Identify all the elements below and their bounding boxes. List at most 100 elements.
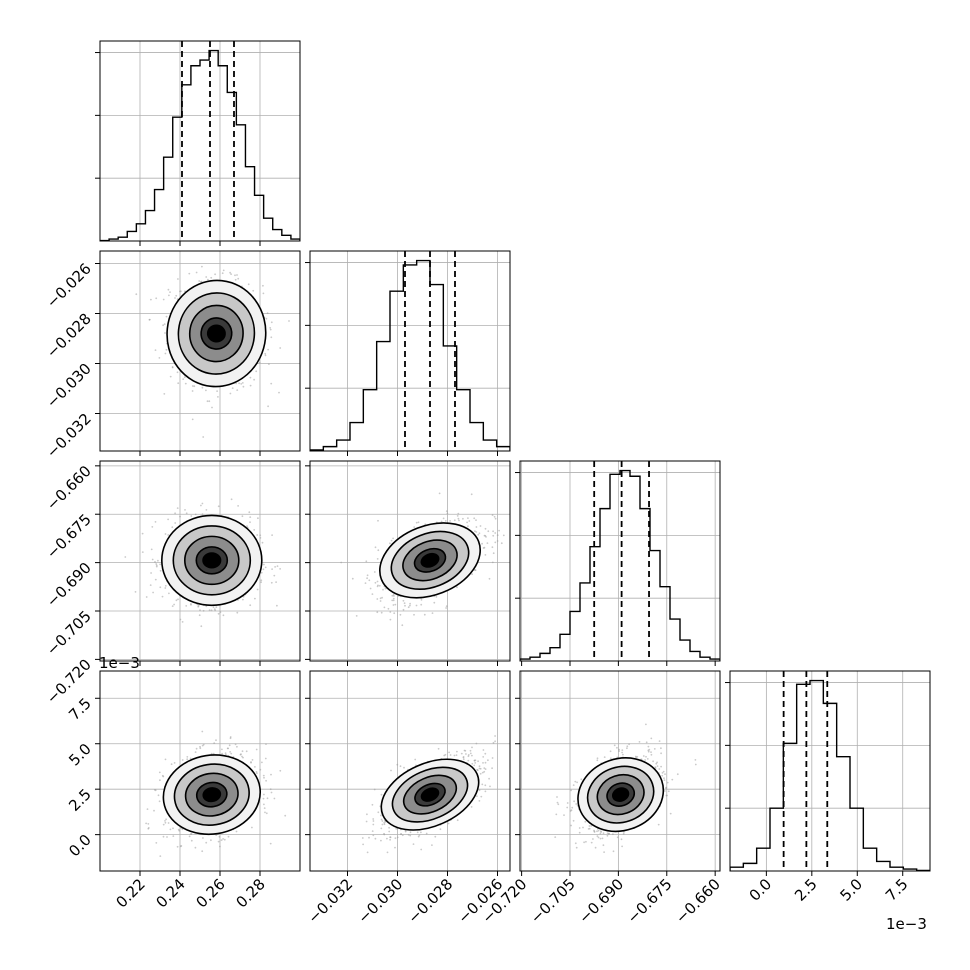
scatter-point bbox=[456, 819, 459, 822]
scatter-point bbox=[188, 835, 191, 838]
scatter-point bbox=[253, 529, 256, 531]
scatter-point bbox=[372, 818, 375, 820]
scatter-point bbox=[380, 818, 383, 821]
scatter-point bbox=[453, 519, 456, 522]
scatter-point bbox=[415, 521, 418, 524]
scatter-point bbox=[189, 757, 192, 760]
scatter-point bbox=[151, 558, 154, 561]
scatter-point bbox=[193, 385, 196, 388]
scatter-point bbox=[378, 584, 381, 587]
scatter-content bbox=[340, 492, 505, 627]
scatter-point bbox=[447, 822, 450, 825]
density-contour bbox=[206, 324, 226, 343]
hist-panel-2 bbox=[515, 460, 721, 666]
scatter-point bbox=[279, 568, 281, 570]
scatter-point bbox=[210, 276, 213, 279]
scatter-point bbox=[372, 823, 375, 826]
scatter-point bbox=[265, 779, 267, 782]
scatter-point bbox=[168, 592, 170, 595]
scatter-point bbox=[382, 588, 384, 591]
scatter-point bbox=[401, 624, 404, 627]
scatter-point bbox=[481, 771, 484, 774]
scatter-point bbox=[236, 611, 239, 614]
scatter-point bbox=[234, 278, 237, 281]
scatter-point bbox=[620, 838, 623, 841]
scatter-content bbox=[135, 265, 290, 438]
scatter-point bbox=[392, 537, 394, 540]
scatter-content bbox=[145, 730, 287, 857]
scatter-point bbox=[176, 845, 179, 848]
scatter-point bbox=[469, 752, 472, 755]
scatter-point bbox=[276, 604, 278, 607]
scatter-point bbox=[231, 387, 234, 389]
scatter-point bbox=[212, 752, 215, 755]
scatter-point bbox=[167, 518, 170, 521]
scatter-point bbox=[484, 784, 487, 787]
scatter-point bbox=[409, 602, 411, 605]
scatter-point bbox=[473, 517, 476, 520]
scatter-point bbox=[487, 759, 489, 762]
scatter-point bbox=[194, 513, 197, 516]
scatter-point bbox=[201, 513, 204, 515]
scatter-point bbox=[390, 539, 393, 542]
scatter-point bbox=[164, 758, 167, 761]
scatter-point bbox=[229, 392, 232, 395]
scatter-point bbox=[351, 577, 354, 580]
scatter-point bbox=[500, 542, 503, 545]
scatter-point bbox=[475, 742, 478, 745]
scatter-point bbox=[190, 515, 193, 517]
scatter-point bbox=[273, 574, 276, 577]
scatter-point bbox=[471, 754, 473, 757]
scatter-point bbox=[271, 568, 273, 570]
scatter-point bbox=[483, 546, 486, 549]
scatter-point bbox=[151, 526, 154, 528]
scatter-point bbox=[453, 754, 456, 757]
scatter-point bbox=[603, 851, 605, 853]
scatter-point bbox=[202, 837, 204, 839]
scatter-point bbox=[266, 312, 269, 315]
scatter-point bbox=[177, 598, 179, 601]
histogram-bars bbox=[100, 49, 300, 241]
scatter-point bbox=[208, 609, 211, 612]
scatter-point bbox=[269, 328, 272, 331]
scatter-point bbox=[435, 596, 438, 598]
scatter-point bbox=[155, 563, 158, 565]
scatter-point bbox=[655, 762, 658, 765]
scatter-point bbox=[234, 743, 237, 746]
scatter-point bbox=[413, 613, 415, 616]
scatter-point bbox=[274, 566, 276, 568]
scatter-point bbox=[366, 574, 369, 577]
scatter-point bbox=[217, 612, 220, 615]
scatter-point bbox=[599, 837, 602, 840]
scatter-point bbox=[492, 552, 495, 555]
scatter-point bbox=[262, 284, 264, 287]
scatter-point bbox=[171, 605, 174, 607]
scatter-point bbox=[478, 767, 481, 770]
scatter-point bbox=[460, 752, 463, 755]
scatter-point bbox=[455, 754, 458, 756]
scatter-point bbox=[254, 597, 256, 600]
scatter-point bbox=[260, 581, 262, 584]
scatter-point bbox=[256, 588, 259, 591]
scatter-point bbox=[201, 265, 203, 268]
scatter-point bbox=[256, 534, 259, 536]
scatter-point bbox=[592, 838, 594, 840]
density-contour bbox=[202, 552, 222, 569]
histogram-bars bbox=[520, 469, 720, 661]
scatter-point bbox=[563, 814, 565, 816]
scatter-point bbox=[484, 752, 487, 755]
scatter-point bbox=[249, 604, 252, 607]
scatter-point bbox=[249, 376, 252, 379]
scatter-point bbox=[162, 324, 165, 327]
scatter-point bbox=[493, 515, 496, 518]
scatter-point bbox=[487, 530, 490, 533]
scatter-point bbox=[158, 771, 161, 774]
scatter-point bbox=[492, 534, 495, 537]
scatter-point bbox=[255, 748, 258, 751]
scatter-point bbox=[269, 788, 272, 791]
scatter-point bbox=[262, 568, 265, 571]
scatter-point bbox=[222, 838, 225, 840]
scatter-point bbox=[162, 298, 165, 301]
scatter-point bbox=[471, 746, 473, 749]
scatter-point bbox=[175, 294, 178, 297]
